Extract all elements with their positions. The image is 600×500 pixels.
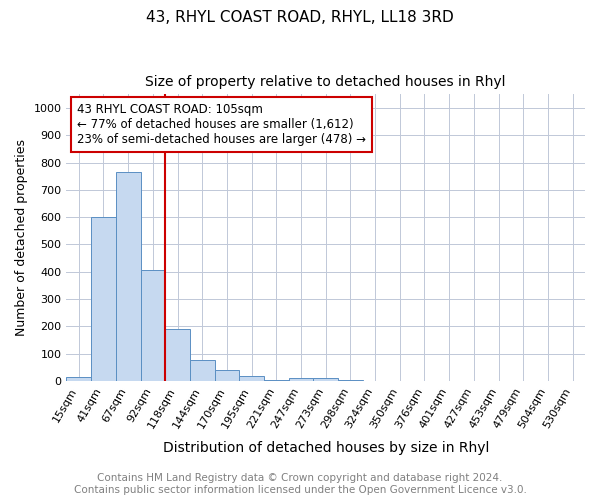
- Text: Contains HM Land Registry data © Crown copyright and database right 2024.
Contai: Contains HM Land Registry data © Crown c…: [74, 474, 526, 495]
- Bar: [190, 360, 215, 381]
- Bar: [264, 380, 289, 381]
- Bar: [116, 172, 140, 381]
- Bar: [215, 370, 239, 381]
- Bar: [313, 378, 338, 381]
- Bar: [338, 380, 363, 381]
- Bar: [239, 376, 264, 381]
- Y-axis label: Number of detached properties: Number of detached properties: [15, 139, 28, 336]
- Bar: [165, 329, 190, 381]
- X-axis label: Distribution of detached houses by size in Rhyl: Distribution of detached houses by size …: [163, 441, 489, 455]
- Bar: [67, 377, 91, 381]
- Text: 43, RHYL COAST ROAD, RHYL, LL18 3RD: 43, RHYL COAST ROAD, RHYL, LL18 3RD: [146, 10, 454, 25]
- Title: Size of property relative to detached houses in Rhyl: Size of property relative to detached ho…: [145, 75, 506, 89]
- Bar: [91, 217, 116, 381]
- Bar: [140, 270, 165, 381]
- Text: 43 RHYL COAST ROAD: 105sqm
← 77% of detached houses are smaller (1,612)
23% of s: 43 RHYL COAST ROAD: 105sqm ← 77% of deta…: [77, 103, 366, 146]
- Bar: [289, 378, 313, 381]
